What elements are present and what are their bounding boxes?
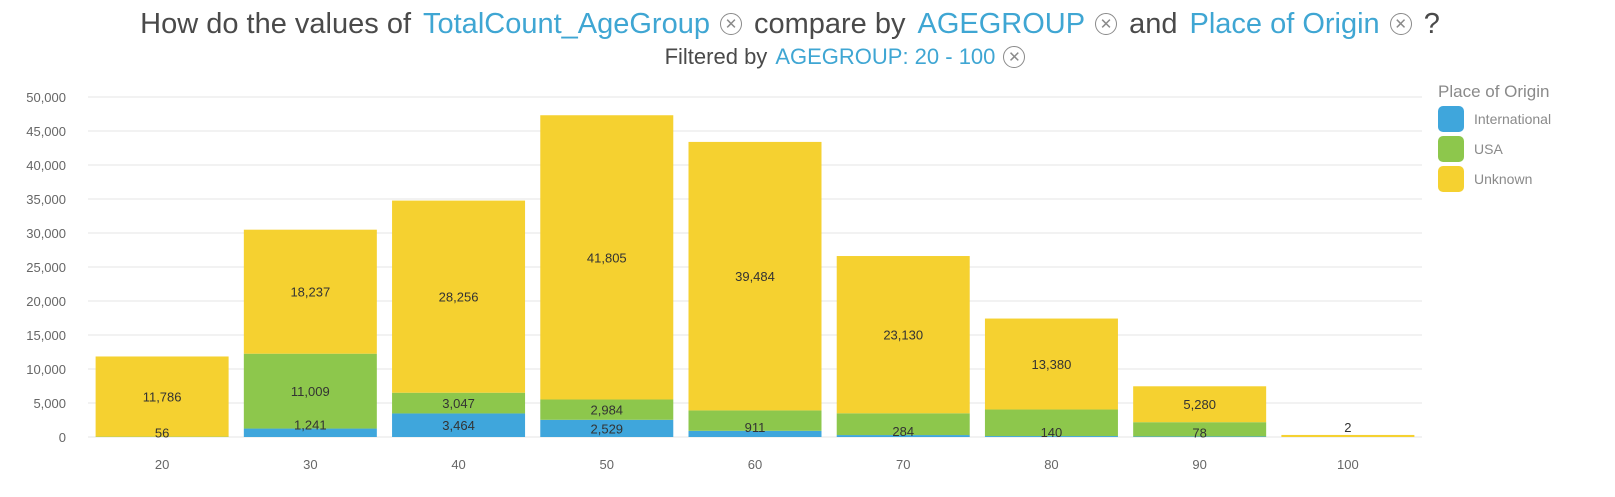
bar-segment-usa[interactable]	[1133, 422, 1267, 437]
data-label: 23,130	[883, 328, 923, 343]
title-middle: compare by	[753, 7, 906, 40]
data-label: 11,009	[291, 384, 330, 399]
bar-segment-unknown[interactable]	[688, 141, 822, 411]
y-tick-label: 0	[59, 430, 66, 445]
bar-segment-unknown[interactable]	[392, 200, 526, 393]
data-label: 3,464	[442, 418, 475, 433]
filter-subtitle: Filtered by AGEGROUP: 20 - 100 ✕	[0, 42, 1615, 72]
remove-measure-icon[interactable]: ✕	[719, 13, 742, 35]
data-label: 1,241	[294, 418, 327, 433]
bar-segment-unknown[interactable]	[984, 318, 1118, 410]
title-suffix: ?	[1423, 7, 1440, 40]
dimension-origin-token[interactable]: Place of Origin	[1189, 7, 1380, 40]
data-label: 28,256	[439, 290, 479, 305]
y-tick-label: 40,000	[26, 158, 66, 173]
bar-segment-international[interactable]	[392, 413, 526, 437]
remove-origin-icon[interactable]: ✕	[1389, 13, 1412, 35]
bar-segment-usa[interactable]	[243, 353, 377, 429]
bar-segment-international[interactable]	[836, 435, 970, 437]
bar-segment-unknown[interactable]	[1281, 434, 1415, 437]
y-tick-label: 20,000	[26, 294, 66, 309]
x-tick-label: 100	[1337, 457, 1359, 472]
legend: Place of Origin International USA Unknow…	[1438, 82, 1608, 194]
x-tick-label: 60	[748, 457, 762, 472]
data-label: 78	[1192, 425, 1206, 440]
subtitle-prefix: Filtered by	[664, 44, 768, 69]
bar-segment-usa[interactable]	[540, 399, 674, 420]
legend-item-unknown[interactable]: Unknown	[1438, 164, 1608, 194]
remove-filter-icon[interactable]: ✕	[1003, 46, 1026, 68]
bar-segment-unknown[interactable]	[243, 229, 377, 354]
y-tick-label: 50,000	[26, 90, 66, 105]
bar-segment-unknown[interactable]	[540, 115, 674, 400]
x-tick-label: 70	[896, 457, 910, 472]
legend-swatch	[1438, 136, 1464, 162]
legend-label: Unknown	[1474, 171, 1533, 187]
bar-segment-international[interactable]	[243, 428, 377, 437]
data-label: 911	[745, 420, 766, 435]
title-and: and	[1129, 7, 1178, 40]
data-label: 13,380	[1032, 357, 1072, 372]
data-label: 284	[892, 424, 914, 439]
chart-question-title: How do the values of TotalCount_AgeGroup…	[0, 4, 1580, 44]
bar-segment-international[interactable]	[984, 436, 1118, 437]
x-tick-label: 50	[600, 457, 614, 472]
bar-segment-usa[interactable]	[984, 409, 1118, 437]
bar-segment-unknown[interactable]	[1133, 386, 1267, 423]
data-label: 2,984	[591, 403, 624, 418]
legend-swatch	[1438, 106, 1464, 132]
bar-segment-unknown[interactable]	[95, 356, 229, 437]
y-tick-label: 35,000	[26, 192, 66, 207]
bar-segment-usa[interactable]	[836, 413, 970, 436]
bar-segment-international[interactable]	[688, 430, 822, 437]
bar-segment-unknown[interactable]	[836, 256, 970, 414]
data-label: 18,237	[290, 285, 330, 300]
data-label: 39,484	[735, 269, 775, 284]
x-tick-label: 80	[1044, 457, 1058, 472]
y-tick-label: 25,000	[26, 260, 66, 275]
dimension-agegroup-token[interactable]: AGEGROUP	[917, 7, 1086, 40]
x-tick-label: 90	[1192, 457, 1206, 472]
data-label: 2,529	[591, 421, 624, 436]
legend-title: Place of Origin	[1438, 82, 1550, 101]
x-tick-label: 40	[451, 457, 465, 472]
legend-swatch	[1438, 166, 1464, 192]
title-prefix: How do the values of	[140, 7, 411, 40]
y-tick-label: 30,000	[26, 226, 66, 241]
bar-segment-usa[interactable]	[392, 392, 526, 414]
data-label: 11,786	[143, 390, 182, 405]
legend-item-international[interactable]: International	[1438, 104, 1608, 134]
bar-segment-international[interactable]	[1133, 436, 1267, 437]
data-label: 56	[155, 426, 169, 441]
y-tick-label: 15,000	[26, 328, 66, 343]
stacked-bar-chart: 0 5,000 10,000 15,000 20,000 25,000 30,000 35,0…	[26, 90, 1422, 472]
data-label: 2	[1344, 420, 1351, 435]
filter-token[interactable]: AGEGROUP: 20 - 100	[775, 44, 996, 69]
bar-segment-international[interactable]	[540, 419, 674, 437]
data-label: 5,280	[1183, 397, 1216, 412]
data-label: 3,047	[442, 396, 475, 411]
x-tick-label: 30	[303, 457, 317, 472]
data-label: 41,805	[587, 250, 627, 265]
y-tick-label: 5,000	[33, 396, 66, 411]
legend-label: International	[1474, 111, 1552, 127]
remove-agegroup-icon[interactable]: ✕	[1095, 13, 1118, 35]
data-label: 140	[1041, 425, 1063, 440]
y-tick-label: 10,000	[26, 362, 66, 377]
measure-token[interactable]: TotalCount_AgeGroup	[423, 7, 710, 40]
legend-item-usa[interactable]: USA	[1438, 134, 1608, 164]
y-tick-label: 45,000	[26, 124, 66, 139]
legend-label: USA	[1474, 141, 1503, 157]
x-tick-label: 20	[155, 457, 169, 472]
bar-segment-usa[interactable]	[688, 410, 822, 431]
